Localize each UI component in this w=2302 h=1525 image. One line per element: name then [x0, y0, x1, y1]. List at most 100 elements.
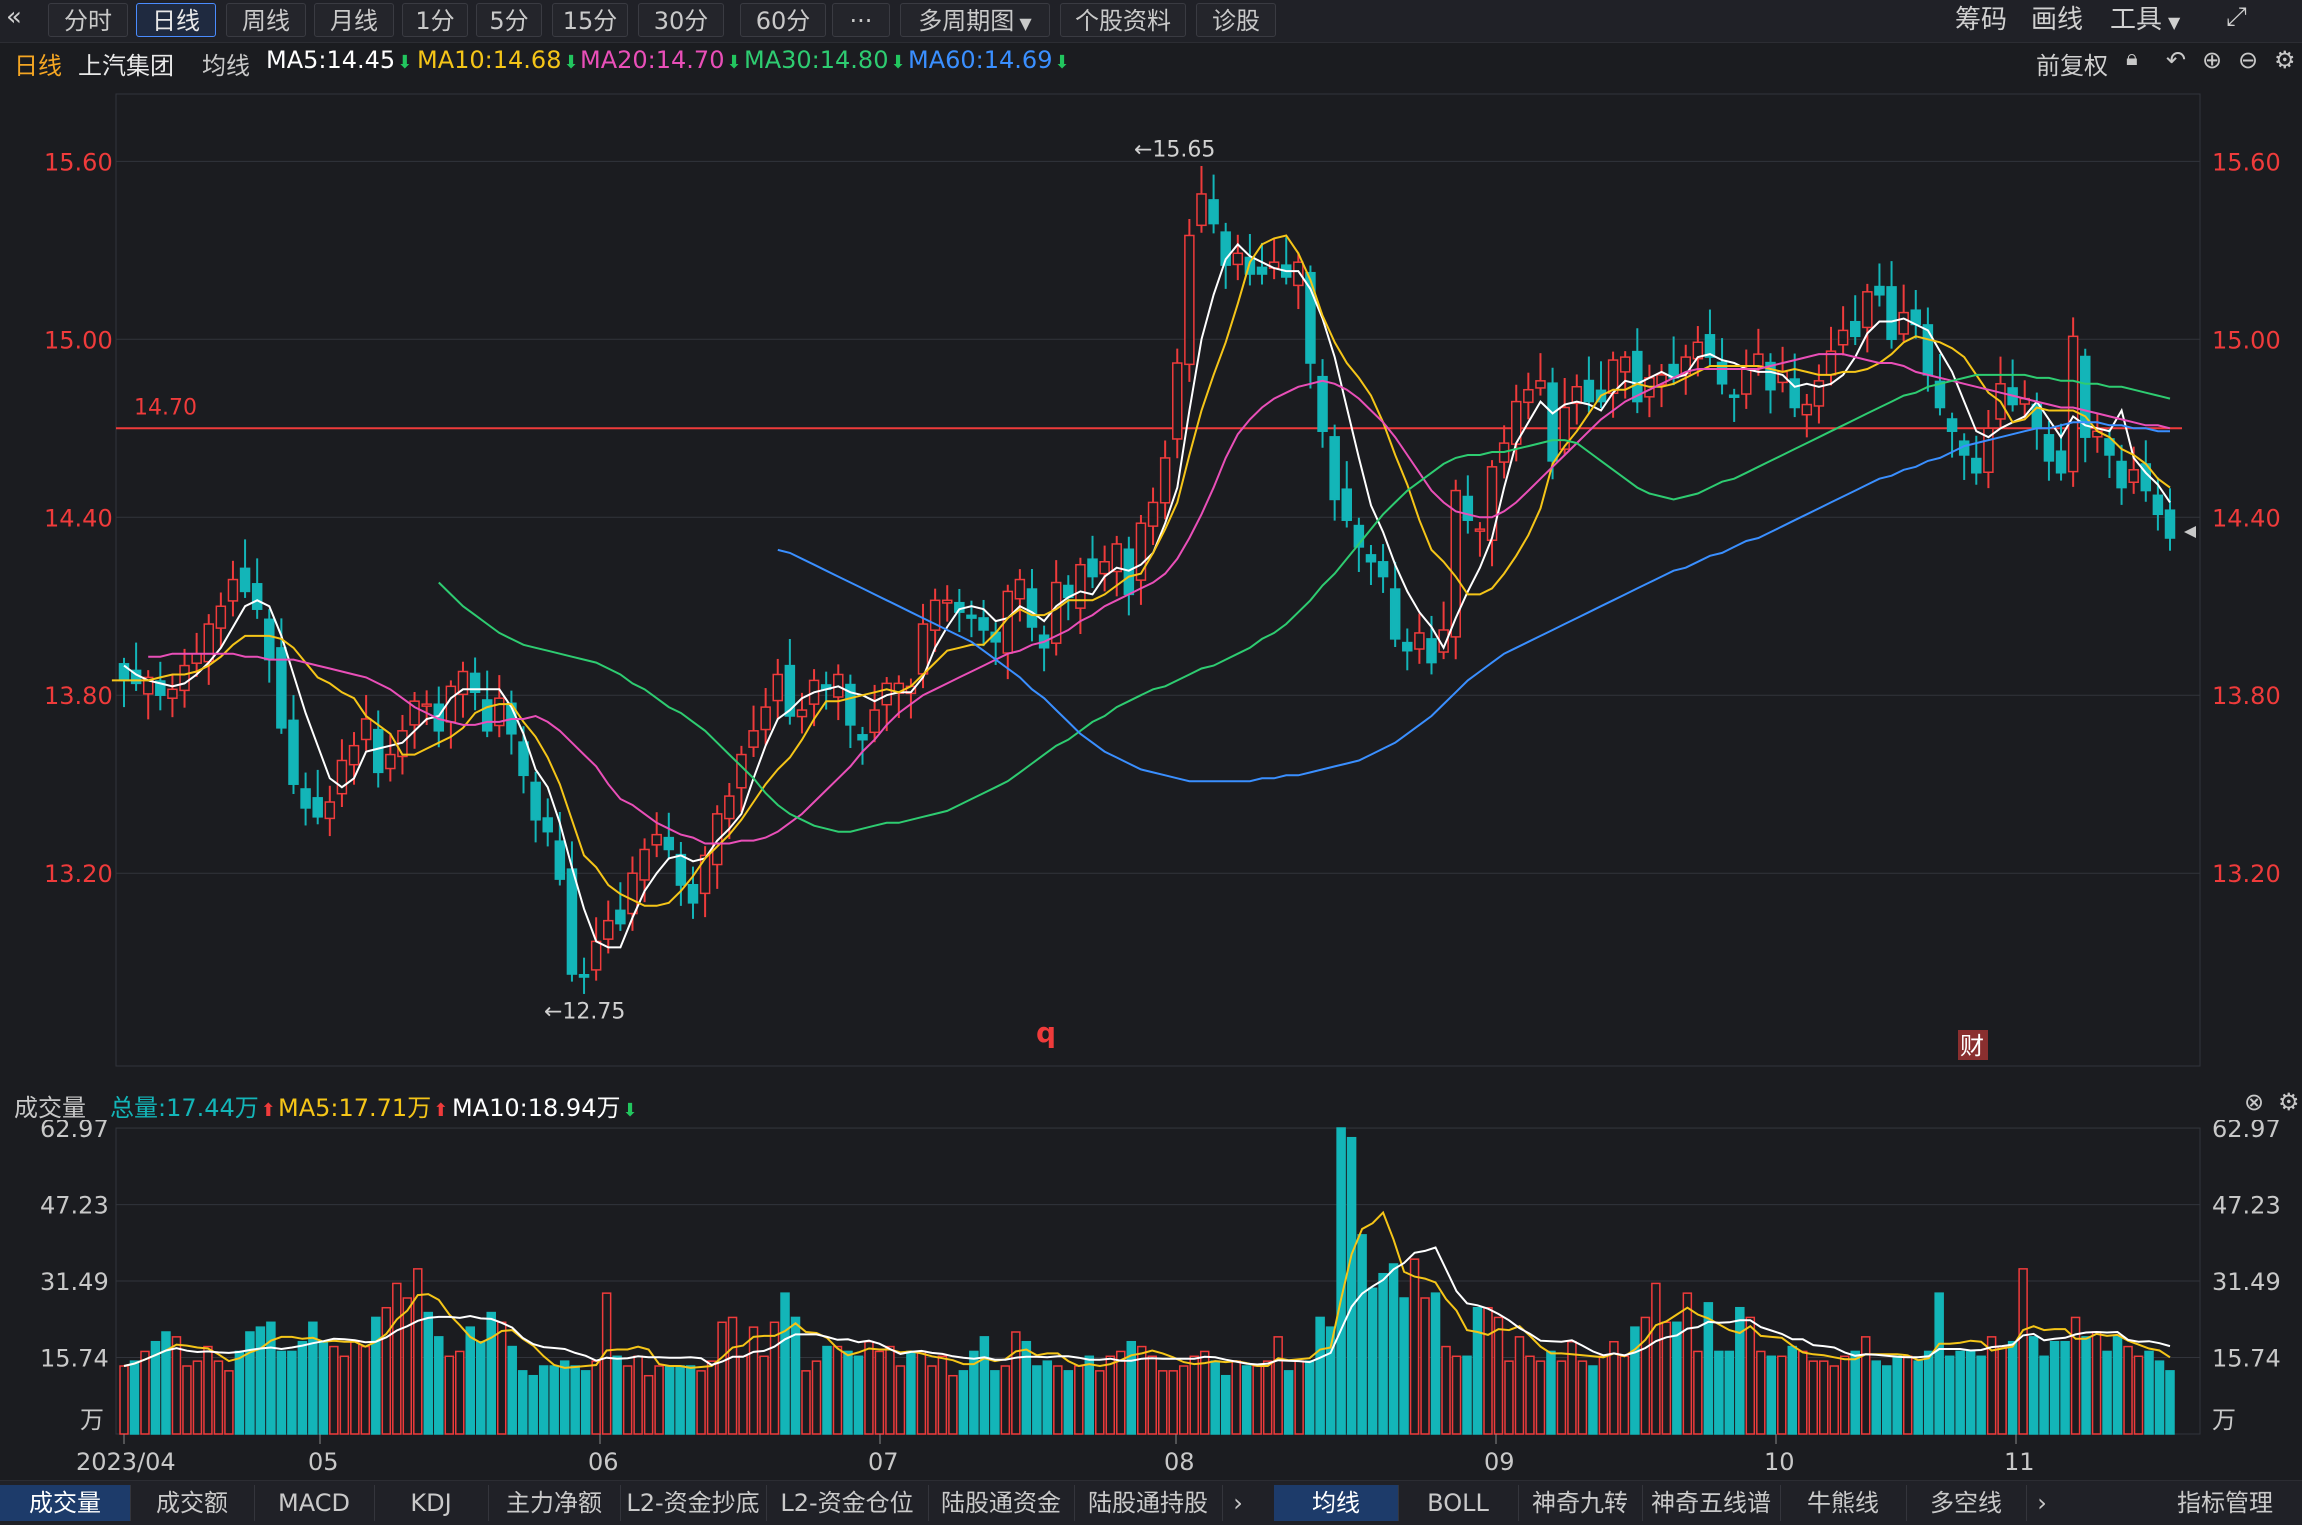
volume-bar[interactable] [2070, 1316, 2081, 1435]
candle[interactable] [1619, 356, 1631, 373]
volume-bar[interactable] [1210, 1360, 1220, 1435]
indicator-tab[interactable]: 成交额 [130, 1485, 255, 1521]
overlay-tab[interactable]: 多空线 [1906, 1485, 2027, 1521]
indicator-tab[interactable]: 主力净额 [488, 1485, 621, 1521]
candle[interactable] [1486, 466, 1498, 541]
candle[interactable] [627, 872, 638, 915]
candle[interactable] [336, 759, 348, 795]
volume-bar[interactable] [1367, 1287, 1378, 1435]
indicator-tab[interactable]: KDJ [374, 1485, 489, 1521]
candle[interactable] [1898, 311, 1909, 335]
volume-bar[interactable] [1304, 1360, 1315, 1435]
volume-bar[interactable] [2060, 1340, 2070, 1435]
candle[interactable] [1535, 380, 1546, 389]
period-tab[interactable]: 分时 [48, 3, 128, 37]
candle[interactable] [1728, 394, 1740, 398]
period-tab[interactable]: 月线 [314, 3, 394, 37]
candle[interactable] [1147, 501, 1159, 527]
double-chevron-left-icon[interactable]: « [6, 2, 22, 32]
candle[interactable] [554, 840, 566, 880]
candle[interactable] [1632, 350, 1643, 403]
volume-bar[interactable] [675, 1365, 685, 1435]
volume-bar[interactable] [1923, 1350, 1934, 1435]
candle[interactable] [1293, 261, 1304, 287]
candle[interactable] [1377, 561, 1389, 578]
volume-bar[interactable] [1913, 1360, 1923, 1435]
volume-bar[interactable] [423, 1311, 434, 1435]
candle[interactable] [518, 741, 529, 777]
volume-bar[interactable] [1881, 1365, 1892, 1435]
volume-bar[interactable] [266, 1321, 276, 1435]
volume-bar[interactable] [2081, 1336, 2091, 1435]
volume-bar[interactable] [580, 1370, 591, 1435]
volume-bar[interactable] [1472, 1306, 1483, 1435]
candle[interactable] [1426, 638, 1437, 664]
candle[interactable] [1753, 353, 1764, 367]
candle[interactable] [167, 688, 178, 699]
volume-bar[interactable] [1777, 1355, 1787, 1435]
volume-bar[interactable] [759, 1355, 769, 1435]
candle[interactable] [603, 919, 614, 940]
event-marker-q[interactable]: q [1036, 1016, 1056, 1049]
volume-bar[interactable] [958, 1370, 969, 1435]
candle[interactable] [1159, 457, 1171, 504]
volume-bar[interactable] [1315, 1316, 1325, 1435]
volume-bar[interactable] [664, 1365, 675, 1435]
indicator-manage-button[interactable]: 指标管理 [2177, 1489, 2273, 1517]
zoom-out-icon[interactable]: ⊖ [2238, 46, 2259, 74]
candle[interactable] [651, 833, 662, 846]
volume-bar[interactable] [1703, 1302, 1714, 1435]
period-tab[interactable]: 周线 [226, 3, 306, 37]
candle[interactable] [578, 974, 590, 978]
volume-bar[interactable] [517, 1370, 528, 1435]
candle[interactable] [1123, 548, 1135, 596]
candle[interactable] [978, 617, 989, 631]
volume-bar[interactable] [1420, 1297, 1430, 1435]
candle[interactable] [481, 699, 493, 732]
volume-bar[interactable] [129, 1360, 140, 1435]
candle[interactable] [1450, 489, 1461, 638]
volume-bar[interactable] [1273, 1336, 1283, 1435]
volume-bar[interactable] [1199, 1350, 1210, 1435]
candle[interactable] [227, 578, 239, 602]
volume-bar[interactable] [1252, 1365, 1262, 1435]
volume-bar[interactable] [1567, 1340, 1577, 1435]
volume-bar[interactable] [717, 1321, 727, 1435]
volume-bar[interactable] [318, 1340, 329, 1435]
volume-bar[interactable] [612, 1355, 622, 1435]
volume-bar[interactable] [1535, 1360, 1546, 1435]
volume-bar[interactable] [570, 1365, 580, 1435]
indicator-tab[interactable]: 陆股通资金 [928, 1485, 1075, 1521]
candle[interactable] [469, 672, 481, 694]
volume-bar[interactable] [1157, 1370, 1168, 1435]
volume-bar[interactable] [1346, 1136, 1357, 1435]
volume-bar[interactable] [1336, 1127, 1346, 1435]
volume-bar[interactable] [486, 1311, 496, 1435]
candle[interactable] [2043, 434, 2055, 462]
period-tab[interactable]: 多周期图 ▼ [900, 3, 1050, 37]
volume-bar[interactable] [1871, 1360, 1881, 1435]
candle[interactable] [1208, 199, 1219, 225]
volume-bar[interactable] [350, 1340, 360, 1435]
candle[interactable] [2116, 460, 2127, 489]
candle[interactable] [1765, 361, 1776, 391]
volume-bar[interactable] [297, 1340, 308, 1435]
candle[interactable] [2128, 469, 2139, 483]
candle[interactable] [1341, 488, 1353, 521]
volume-bar[interactable] [822, 1345, 832, 1435]
indicator-tab[interactable]: MACD [254, 1485, 375, 1521]
candle[interactable] [155, 680, 166, 696]
volume-bar[interactable] [182, 1365, 192, 1435]
volume-bar[interactable] [843, 1350, 853, 1435]
candle[interactable] [215, 605, 227, 629]
candle[interactable] [1983, 427, 1994, 473]
volume-bar[interactable] [937, 1355, 948, 1435]
candle[interactable] [239, 567, 251, 593]
volume-bar[interactable] [1619, 1355, 1630, 1435]
volume-bar[interactable] [916, 1350, 927, 1435]
volume-bar[interactable] [1451, 1355, 1462, 1435]
volume-bar[interactable] [790, 1316, 801, 1435]
candle[interactable] [615, 909, 626, 925]
candle[interactable] [300, 788, 311, 809]
candle[interactable] [1365, 554, 1377, 563]
